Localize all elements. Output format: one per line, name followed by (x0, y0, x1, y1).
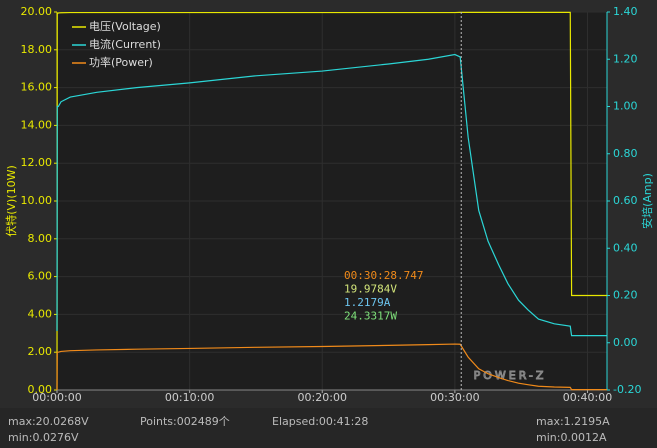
footer-text: Elapsed:00:41:28 (272, 415, 368, 428)
y2-tick-label: -0.20 (613, 383, 641, 396)
series-line (56, 53, 607, 337)
footer-bar (0, 408, 657, 448)
footer-text: min:0.0276V (8, 431, 79, 444)
y2-tick-label: 1.40 (613, 5, 638, 18)
y2-axis-label: 安培(Amp) (640, 173, 654, 229)
legend-label: 电流(Current) (89, 37, 161, 51)
y-tick-label: 8.00 (28, 232, 53, 245)
cursor-readout: 19.9784V (344, 283, 397, 296)
legend-label: 电压(Voltage) (89, 20, 161, 33)
footer-text: Points:002489个 (140, 415, 230, 428)
footer-text: max:20.0268V (8, 415, 89, 428)
y-axis-label: 伏特(V)(10W) (4, 165, 18, 237)
y2-tick-label: 1.00 (613, 100, 638, 113)
cursor-readout: 24.3317W (344, 310, 397, 323)
y2-tick-label: 0.60 (613, 194, 638, 207)
y-tick-label: 16.00 (21, 81, 53, 94)
y2-tick-label: 0.40 (613, 241, 638, 254)
y2-tick-label: 1.20 (613, 52, 638, 65)
y-tick-label: 4.00 (28, 307, 53, 320)
y-tick-label: 18.00 (21, 43, 53, 56)
cursor-readout: 1.2179A (344, 296, 391, 309)
x-tick-label: 00:00:00 (32, 391, 81, 404)
y-tick-label: 2.00 (28, 345, 53, 358)
y2-tick-label: 0.20 (613, 289, 638, 302)
series-line (56, 11, 607, 390)
y2-tick-label: 0.00 (613, 336, 638, 349)
y-tick-label: 0.00 (28, 383, 53, 396)
footer-text: max:1.2195A (536, 415, 610, 428)
series-line (56, 343, 607, 391)
y-tick-label: 20.00 (21, 5, 53, 18)
x-tick-label: 00:20:00 (298, 391, 347, 404)
y-tick-label: 12.00 (21, 156, 53, 169)
y-tick-label: 6.00 (28, 270, 53, 283)
x-tick-label: 00:30:00 (430, 391, 479, 404)
x-tick-label: 00:10:00 (165, 391, 214, 404)
watermark: POWER-Z (474, 369, 547, 382)
legend-label: 功率(Power) (89, 55, 153, 69)
cursor-readout: 00:30:28.747 (344, 269, 423, 282)
footer-text: min:0.0012A (536, 431, 607, 444)
y-tick-label: 10.00 (21, 194, 53, 207)
y2-tick-label: 0.80 (613, 147, 638, 160)
y-tick-label: 14.00 (21, 118, 53, 131)
x-tick-label: 00:40:00 (563, 391, 612, 404)
